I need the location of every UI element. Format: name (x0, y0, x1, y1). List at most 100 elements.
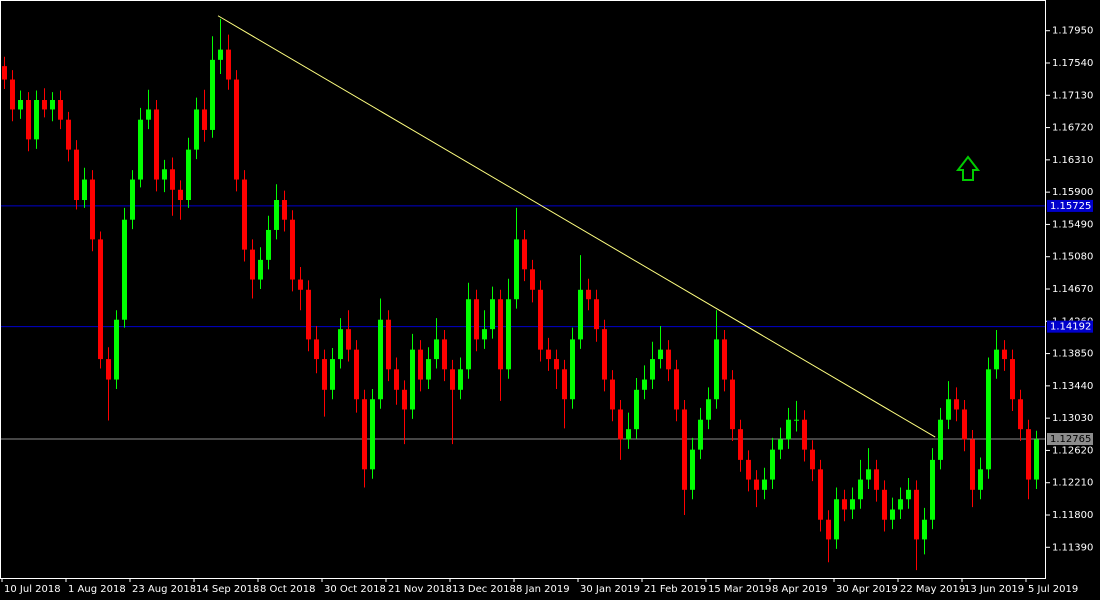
candle-body (578, 289, 583, 340)
candle-body (66, 119, 71, 150)
candle-body (346, 329, 351, 350)
x-tick-label: 1 Aug 2018 (68, 584, 126, 595)
y-tick-label: 1.17540 (1052, 58, 1093, 69)
candle-body (26, 100, 31, 140)
candle-body (842, 499, 847, 510)
x-tick-label: 13 Dec 2018 (452, 584, 516, 595)
candle-body (322, 359, 327, 390)
x-tick-label: 22 May 2019 (900, 584, 965, 595)
candle-body (818, 469, 823, 520)
candle-body (962, 409, 967, 440)
y-tick-label: 1.15900 (1052, 187, 1093, 198)
candle-body (34, 100, 39, 140)
candle-body (682, 409, 687, 490)
candle-body (658, 349, 663, 360)
y-tick-label: 1.16310 (1052, 155, 1093, 166)
candle-body (1018, 399, 1023, 430)
x-tick-label: 13 Jun 2019 (964, 584, 1024, 595)
candle-body (162, 169, 167, 180)
candle-body (698, 419, 703, 450)
candle-body (602, 329, 607, 380)
y-tick-label: 1.11800 (1052, 510, 1093, 521)
y-tick-label: 1.13030 (1052, 413, 1093, 424)
candle-body (258, 259, 263, 280)
candle-body (154, 109, 159, 180)
candle-body (1034, 439, 1039, 480)
candle-body (226, 49, 231, 80)
candle-body (290, 219, 295, 280)
candle-body (330, 359, 335, 390)
candle-body (1010, 359, 1015, 400)
candle-body (778, 439, 783, 450)
candle-body (234, 79, 239, 180)
x-tick-label: 10 Jul 2018 (4, 584, 61, 595)
candle-body (594, 299, 599, 330)
candle-body (650, 359, 655, 380)
candle-body (474, 299, 479, 340)
candle-body (634, 389, 639, 430)
candle-body (994, 349, 999, 370)
candle-body (626, 429, 631, 440)
candle-body (506, 299, 511, 370)
candle-body (490, 299, 495, 330)
x-tick-label: 21 Feb 2019 (644, 584, 706, 595)
candle-body (314, 339, 319, 360)
candle-body (378, 319, 383, 400)
candle-body (18, 100, 23, 110)
candle-body (514, 239, 519, 300)
candle-body (482, 329, 487, 340)
candle-body (410, 349, 415, 410)
candle-body (138, 119, 143, 180)
candle-body (834, 499, 839, 540)
candle-body (546, 349, 551, 360)
candle-body (2, 66, 7, 80)
candle-body (570, 339, 575, 400)
candle-body (522, 239, 527, 270)
candle-body (210, 59, 215, 130)
x-tick-label: 21 Nov 2018 (388, 584, 452, 595)
candle-body (114, 319, 119, 380)
candle-body (82, 179, 87, 201)
candle-body (978, 469, 983, 490)
candle-body (554, 359, 559, 370)
candle-body (394, 369, 399, 390)
y-tick-label: 1.12210 (1052, 478, 1093, 489)
candle-body (970, 439, 975, 490)
candle-body (98, 239, 103, 360)
candle-body (434, 339, 439, 360)
level-label: 1.12765 (1050, 434, 1091, 445)
candle-body (458, 369, 463, 390)
candle-body (770, 449, 775, 480)
candle-body (58, 100, 63, 120)
candle-body (218, 49, 223, 60)
candle-body (874, 469, 879, 490)
x-tick-label: 30 Oct 2018 (324, 584, 386, 595)
candle-body (938, 419, 943, 460)
x-tick-label: 23 Aug 2018 (132, 584, 196, 595)
y-tick-label: 1.14670 (1052, 284, 1093, 295)
candle-body (354, 349, 359, 400)
y-tick-label: 1.16720 (1052, 123, 1093, 134)
candle-body (74, 149, 79, 201)
x-tick-label: 5 Jul 2019 (1028, 584, 1078, 595)
candle-body (754, 479, 759, 490)
candle-body (722, 339, 727, 380)
candle-body (786, 419, 791, 440)
level-tag (1047, 320, 1093, 333)
candle-body (466, 299, 471, 370)
candle-body (538, 289, 543, 350)
candle-body (802, 419, 807, 450)
candle-body (890, 509, 895, 520)
candle-body (642, 379, 647, 390)
candle-body (946, 399, 951, 420)
candle-body (922, 519, 927, 540)
candle-body (858, 479, 863, 500)
candle-body (1002, 349, 1007, 360)
candle-body (442, 339, 447, 370)
y-tick-label: 1.15080 (1052, 252, 1093, 263)
level-label: 1.15725 (1050, 201, 1091, 212)
candle-body (106, 359, 111, 380)
candle-body (530, 269, 535, 290)
candle-body (266, 229, 271, 260)
